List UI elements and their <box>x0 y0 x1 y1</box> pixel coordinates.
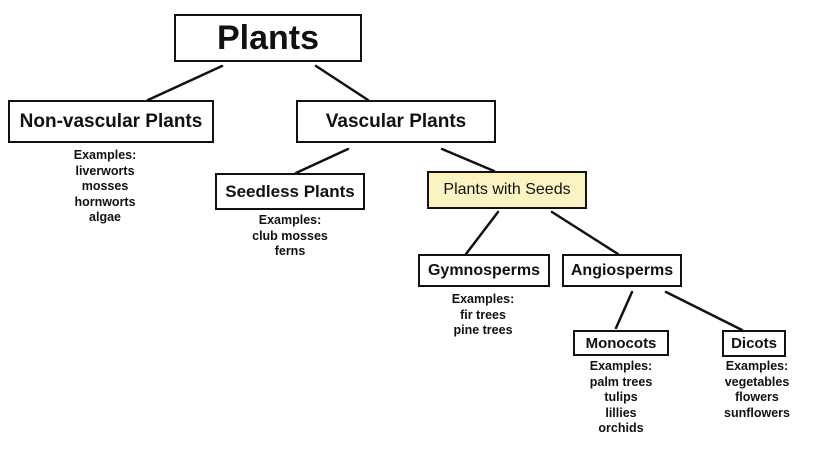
node-monocots-label: Monocots <box>585 334 657 352</box>
examples-title: Examples: <box>73 148 137 162</box>
node-vascular-label: Vascular Plants <box>325 110 467 132</box>
examples-monocots: Examples: palm trees tulips lillies orch… <box>566 359 676 437</box>
node-gymnosperms: Gymnosperms <box>418 254 550 287</box>
node-monocots: Monocots <box>573 330 669 356</box>
examples-gymnosperms: Examples: fir trees pine trees <box>424 292 542 339</box>
node-seedless: Seedless Plants <box>215 173 365 210</box>
node-plants-label: Plants <box>216 18 320 57</box>
example-item: liverworts <box>75 163 135 178</box>
node-nonvascular-label: Non-vascular Plants <box>19 110 203 132</box>
node-dicots-label: Dicots <box>731 335 777 352</box>
examples-title: Examples: <box>451 292 515 306</box>
example-item: ferns <box>274 244 306 258</box>
edge-withseeds-angiosperms <box>550 210 620 256</box>
example-item: tulips <box>604 390 638 404</box>
example-item: flowers <box>735 390 779 404</box>
node-withseeds: Plants with Seeds <box>427 171 587 209</box>
edge-vascular-withseeds <box>440 147 496 173</box>
edge-withseeds-gymnosperms <box>464 210 500 256</box>
example-item: palm trees <box>589 374 653 389</box>
example-item: hornworts <box>74 194 136 209</box>
examples-title: Examples: <box>589 359 653 373</box>
examples-title: Examples: <box>258 213 322 227</box>
examples-dicots: Examples: vegetables flowers sunflowers <box>705 359 809 421</box>
example-item: algae <box>89 210 121 224</box>
example-item: fir trees <box>460 307 506 322</box>
node-angiosperms: Angiosperms <box>562 254 682 287</box>
edge-vascular-seedless <box>294 147 350 175</box>
node-plants: Plants <box>174 14 362 62</box>
example-item: club mosses <box>252 228 328 243</box>
examples-seedless: Examples: club mosses ferns <box>230 213 350 260</box>
node-seedless-label: Seedless Plants <box>225 181 355 201</box>
node-nonvascular: Non-vascular Plants <box>8 100 214 143</box>
examples-nonvascular: Examples: liverworts mosses hornworts al… <box>45 148 165 226</box>
node-vascular: Vascular Plants <box>296 100 496 143</box>
example-item: mosses <box>81 179 129 193</box>
example-item: lillies <box>605 405 637 420</box>
edge-plants-vascular <box>314 64 370 102</box>
node-withseeds-label: Plants with Seeds <box>443 181 571 198</box>
example-item: orchids <box>598 421 644 435</box>
node-dicots: Dicots <box>722 330 786 357</box>
edge-angiosperms-monocots <box>614 290 634 330</box>
edge-angiosperms-dicots <box>664 290 744 332</box>
node-angiosperms-label: Angiosperms <box>570 261 674 279</box>
example-item: sunflowers <box>724 405 790 420</box>
examples-title: Examples: <box>725 359 789 373</box>
edge-plants-nonvascular <box>146 64 224 102</box>
example-item: vegetables <box>724 374 790 389</box>
node-gymnosperms-label: Gymnosperms <box>427 261 541 279</box>
example-item: pine trees <box>453 323 513 337</box>
